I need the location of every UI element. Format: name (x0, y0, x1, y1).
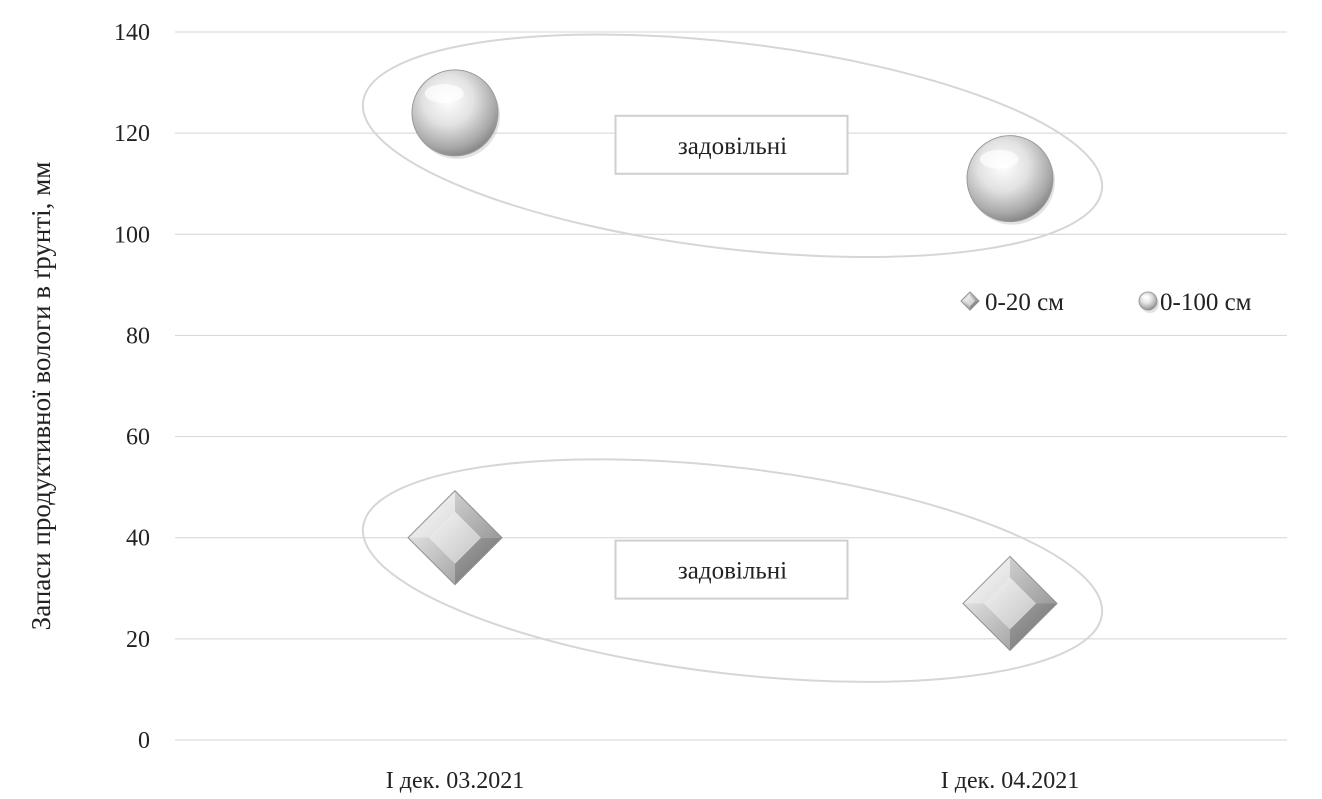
legend-label-0-100cm: 0-100 см (1160, 289, 1252, 316)
x-axis-ticks: І дек. 03.2021 І дек. 04.2021 (386, 768, 1080, 794)
annotation-box (614, 114, 849, 175)
y-tick-label: 40 (126, 526, 150, 552)
point-0-100cm (966, 135, 1055, 225)
y-tick-label: 140 (114, 20, 150, 46)
annotation-ellipse (361, 458, 1104, 683)
y-tick-label: 0 (138, 728, 150, 754)
x-tick-label: І дек. 04.2021 (941, 768, 1080, 794)
annotations: задовільні задовільні (361, 33, 1104, 683)
legend: 0-20 см 0-100 см (960, 289, 1252, 316)
annotation-ellipse (361, 33, 1104, 259)
point-0-20cm (962, 555, 1058, 652)
y-tick-label: 80 (126, 323, 150, 349)
y-tick-label: 100 (114, 222, 150, 248)
point-0-20cm (407, 490, 503, 586)
legend-label-0-20cm: 0-20 см (985, 289, 1064, 316)
annotation-label: задовільні (678, 133, 787, 160)
y-axis-label: Запаси продуктивної вологи в ґрунті, мм (26, 162, 56, 631)
data-points (407, 69, 1058, 652)
annotation-box (614, 539, 849, 600)
y-tick-label: 20 (126, 627, 150, 653)
legend-marker-0-20cm (960, 291, 980, 311)
legend-marker-0-100cm (1138, 291, 1159, 313)
x-tick-label: І дек. 03.2021 (386, 768, 525, 794)
y-tick-label: 120 (114, 121, 150, 147)
annotation-label: задовільні (678, 558, 787, 585)
gridlines (175, 31, 1287, 741)
annotation-group: задовільні (361, 458, 1104, 683)
annotation-group: задовільні (361, 33, 1104, 259)
y-axis-ticks: 0 20 40 60 80 100 120 140 (114, 20, 150, 754)
point-0-100cm (411, 69, 500, 159)
y-tick-label: 60 (126, 425, 150, 451)
